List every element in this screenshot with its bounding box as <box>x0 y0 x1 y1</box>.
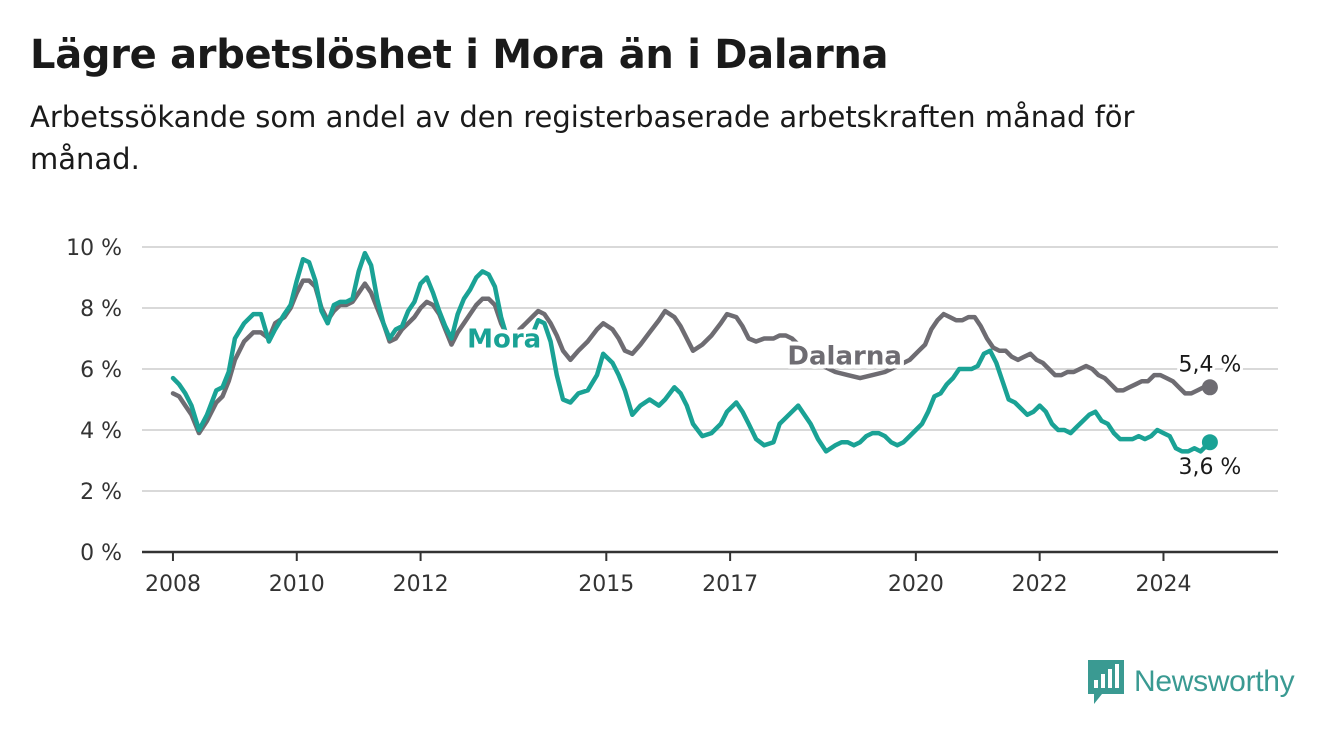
x-tick-label: 2017 <box>702 572 758 597</box>
end-point-mora <box>1201 434 1218 451</box>
x-tick-label: 2008 <box>145 572 201 597</box>
x-tick-label: 2010 <box>269 572 325 597</box>
y-tick-label: 8 % <box>80 297 122 322</box>
y-tick-label: 0 % <box>80 541 122 566</box>
chart-title: Lägre arbetslöshet i Mora än i Dalarna <box>30 32 889 78</box>
x-tick-label: 2015 <box>578 572 634 597</box>
end-label-dalarna: 5,4 % <box>1178 352 1241 377</box>
end-label-mora: 3,6 % <box>1178 455 1241 480</box>
series-line-mora <box>170 250 1213 454</box>
y-tick-label: 10 % <box>66 236 122 261</box>
end-point-dalarna <box>1201 379 1218 396</box>
grid-lines <box>142 246 1278 554</box>
series-labels: Mora Dalarna 5,4 % 3,6 % <box>463 321 1244 484</box>
y-axis-ticks: 0 % 2 % 4 % 6 % 8 % 10 % <box>66 236 122 566</box>
brand-name: Newsworthy <box>1134 665 1295 698</box>
newsworthy-logo: Newsworthy <box>1088 660 1295 704</box>
y-tick-label: 2 % <box>80 480 122 505</box>
x-tick-label: 2022 <box>1012 572 1068 597</box>
bar-chart-logo-icon <box>1088 660 1124 704</box>
y-tick-label: 4 % <box>80 419 122 444</box>
series-label-mora: Mora <box>467 325 541 355</box>
series-lines <box>170 250 1218 454</box>
chart-subtitle: Arbetssökande som andel av den registerb… <box>30 100 1135 176</box>
y-tick-label: 6 % <box>80 358 122 383</box>
x-tick-label: 2012 <box>393 572 449 597</box>
x-tick-label: 2024 <box>1135 572 1191 597</box>
x-tick-label: 2020 <box>888 572 944 597</box>
x-axis-ticks: 2008 2010 2012 2015 2017 2020 2022 2024 <box>145 552 1191 597</box>
series-label-dalarna: Dalarna <box>787 341 901 371</box>
series-line-dalarna <box>170 278 1213 436</box>
